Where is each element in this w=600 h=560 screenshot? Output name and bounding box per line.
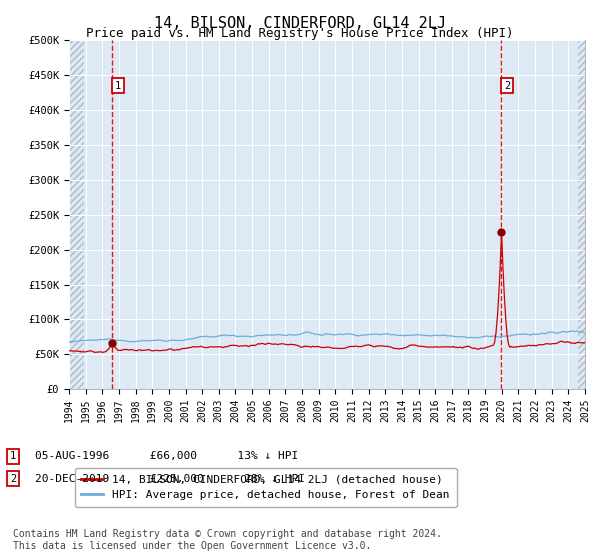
Text: Contains HM Land Registry data © Crown copyright and database right 2024.
This d: Contains HM Land Registry data © Crown c… xyxy=(13,529,442,551)
Text: 2: 2 xyxy=(10,474,16,484)
Text: 20-DEC-2019      £225,000      28% ↓ HPI: 20-DEC-2019 £225,000 28% ↓ HPI xyxy=(35,474,305,484)
Text: 1: 1 xyxy=(115,81,121,91)
Text: 1: 1 xyxy=(10,451,16,461)
Bar xyxy=(578,40,585,389)
Legend: 14, BILSON, CINDERFORD, GL14 2LJ (detached house), HPI: Average price, detached : 14, BILSON, CINDERFORD, GL14 2LJ (detach… xyxy=(74,468,457,507)
Text: Price paid vs. HM Land Registry's House Price Index (HPI): Price paid vs. HM Land Registry's House … xyxy=(86,27,514,40)
Bar xyxy=(69,40,84,389)
Text: 14, BILSON, CINDERFORD, GL14 2LJ: 14, BILSON, CINDERFORD, GL14 2LJ xyxy=(154,16,446,31)
Text: 05-AUG-1996      £66,000      13% ↓ HPI: 05-AUG-1996 £66,000 13% ↓ HPI xyxy=(35,451,298,461)
Text: 2: 2 xyxy=(504,81,510,91)
